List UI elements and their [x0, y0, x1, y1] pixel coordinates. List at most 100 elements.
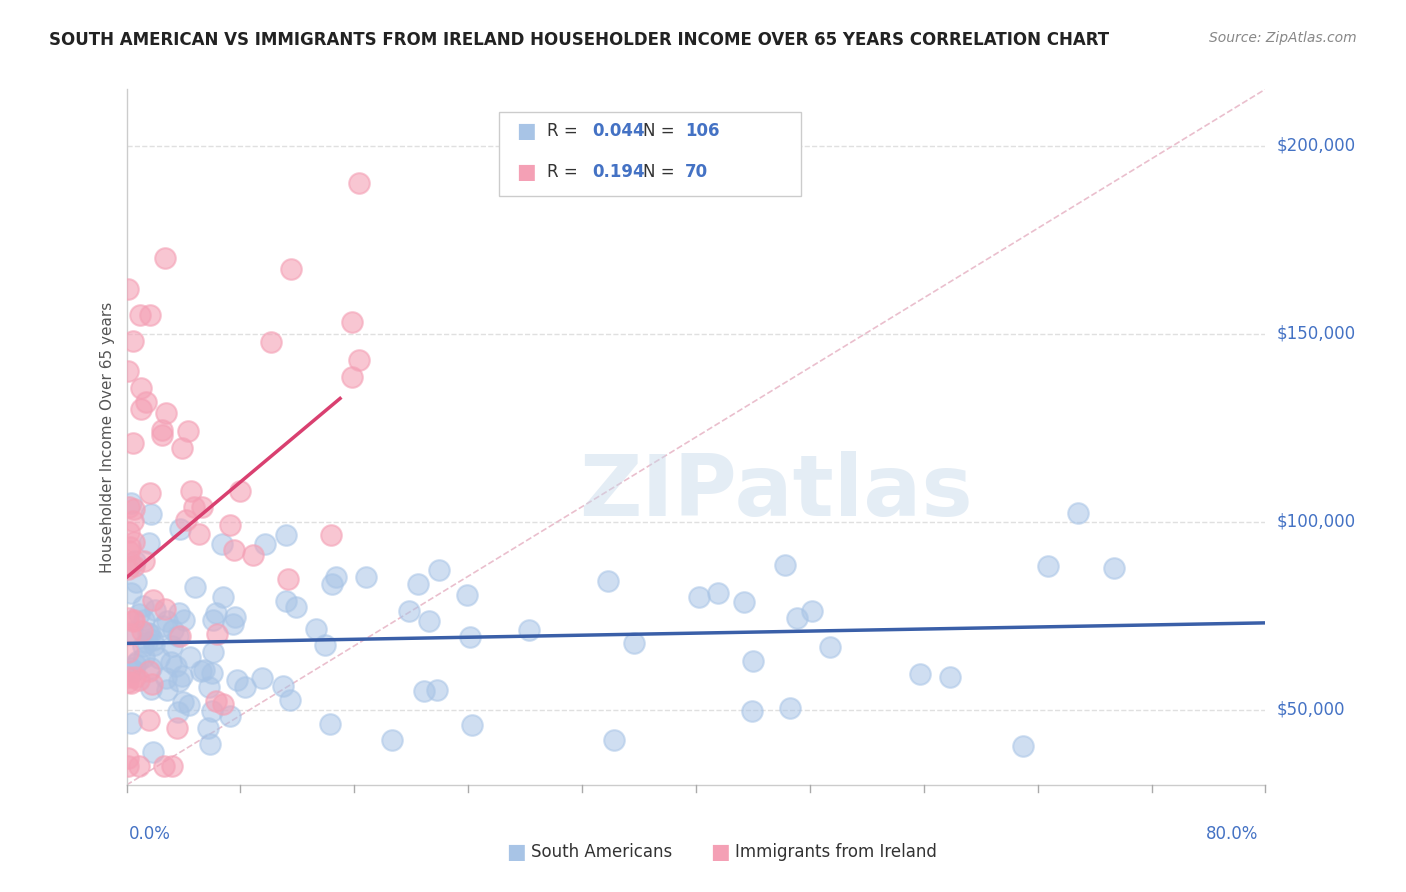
Point: [156, 614, 179, 628]
Point: [319, 528, 342, 542]
Point: [160, 759, 183, 773]
Point: [225, 673, 247, 687]
Point: [212, 590, 235, 604]
Point: [280, 262, 302, 277]
Point: [176, 424, 198, 438]
Point: [117, 500, 139, 514]
Point: [818, 640, 841, 655]
Point: [1104, 561, 1126, 575]
Point: [139, 485, 162, 500]
Point: [131, 624, 153, 638]
Point: [165, 658, 187, 673]
Text: 80.0%: 80.0%: [1206, 825, 1258, 843]
Point: [122, 664, 145, 678]
Point: [117, 759, 139, 773]
Point: [381, 732, 404, 747]
Text: $100,000: $100,000: [1277, 513, 1355, 531]
Point: [142, 633, 165, 648]
Text: 106: 106: [685, 122, 720, 140]
Point: [139, 308, 162, 322]
Text: N =: N =: [643, 122, 679, 140]
Point: [733, 595, 755, 609]
Point: [162, 639, 184, 653]
Point: [218, 518, 240, 533]
Point: [122, 558, 145, 573]
Point: [152, 618, 174, 632]
Point: [190, 500, 212, 514]
Text: ZIPatlas: ZIPatlas: [579, 451, 973, 534]
Point: [138, 627, 160, 641]
Text: ■: ■: [516, 162, 536, 182]
Point: [418, 614, 440, 628]
Point: [132, 613, 155, 627]
Point: [461, 718, 484, 732]
Y-axis label: Householder Income Over 65 years: Householder Income Over 65 years: [100, 301, 115, 573]
Text: ■: ■: [710, 842, 730, 862]
Point: [121, 624, 143, 639]
Text: SOUTH AMERICAN VS IMMIGRANTS FROM IRELAND HOUSEHOLDER INCOME OVER 65 YEARS CORRE: SOUTH AMERICAN VS IMMIGRANTS FROM IRELAN…: [49, 31, 1109, 49]
Point: [120, 661, 142, 675]
Point: [347, 352, 370, 367]
Point: [118, 544, 141, 558]
Point: [205, 627, 228, 641]
Point: [128, 673, 150, 687]
Point: [211, 697, 233, 711]
Point: [117, 364, 139, 378]
Point: [773, 558, 796, 572]
Point: [155, 406, 177, 420]
Point: [742, 654, 765, 668]
Text: South Americans: South Americans: [531, 843, 672, 861]
Point: [167, 705, 190, 719]
Point: [173, 613, 195, 627]
Point: [120, 586, 142, 600]
Point: [252, 671, 274, 685]
Point: [274, 528, 297, 542]
Text: 0.194: 0.194: [592, 163, 644, 181]
Point: [278, 693, 301, 707]
Point: [117, 751, 139, 765]
Point: [166, 629, 188, 643]
Point: [321, 577, 343, 591]
Point: [117, 561, 139, 575]
Point: [224, 610, 246, 624]
Point: [224, 542, 246, 557]
Point: [127, 654, 149, 668]
Point: [169, 630, 191, 644]
Point: [138, 713, 160, 727]
Point: [180, 483, 202, 498]
Point: [689, 590, 711, 604]
Point: [120, 716, 142, 731]
Point: [908, 666, 931, 681]
Point: [242, 549, 264, 563]
Point: [120, 496, 142, 510]
Point: [128, 607, 150, 622]
Point: [132, 599, 155, 613]
Point: [603, 733, 626, 747]
Point: [427, 563, 450, 577]
Point: [596, 574, 619, 589]
Text: $50,000: $50,000: [1277, 701, 1346, 719]
Point: [519, 623, 541, 637]
Point: [142, 592, 165, 607]
Point: [201, 666, 224, 681]
Point: [118, 540, 141, 554]
Point: [129, 308, 152, 322]
Point: [174, 513, 197, 527]
Point: [117, 644, 139, 658]
Point: [413, 684, 436, 698]
Point: [117, 611, 139, 625]
Point: [122, 514, 145, 528]
Point: [426, 683, 449, 698]
Point: [122, 436, 145, 450]
Point: [284, 599, 307, 614]
Point: [325, 569, 347, 583]
Point: [318, 716, 340, 731]
Point: [253, 536, 276, 550]
Point: [779, 701, 801, 715]
Point: [131, 381, 153, 395]
Text: 70: 70: [685, 163, 707, 181]
Point: [138, 536, 160, 550]
Point: [1038, 558, 1060, 573]
Point: [200, 737, 222, 751]
Point: [153, 252, 176, 266]
